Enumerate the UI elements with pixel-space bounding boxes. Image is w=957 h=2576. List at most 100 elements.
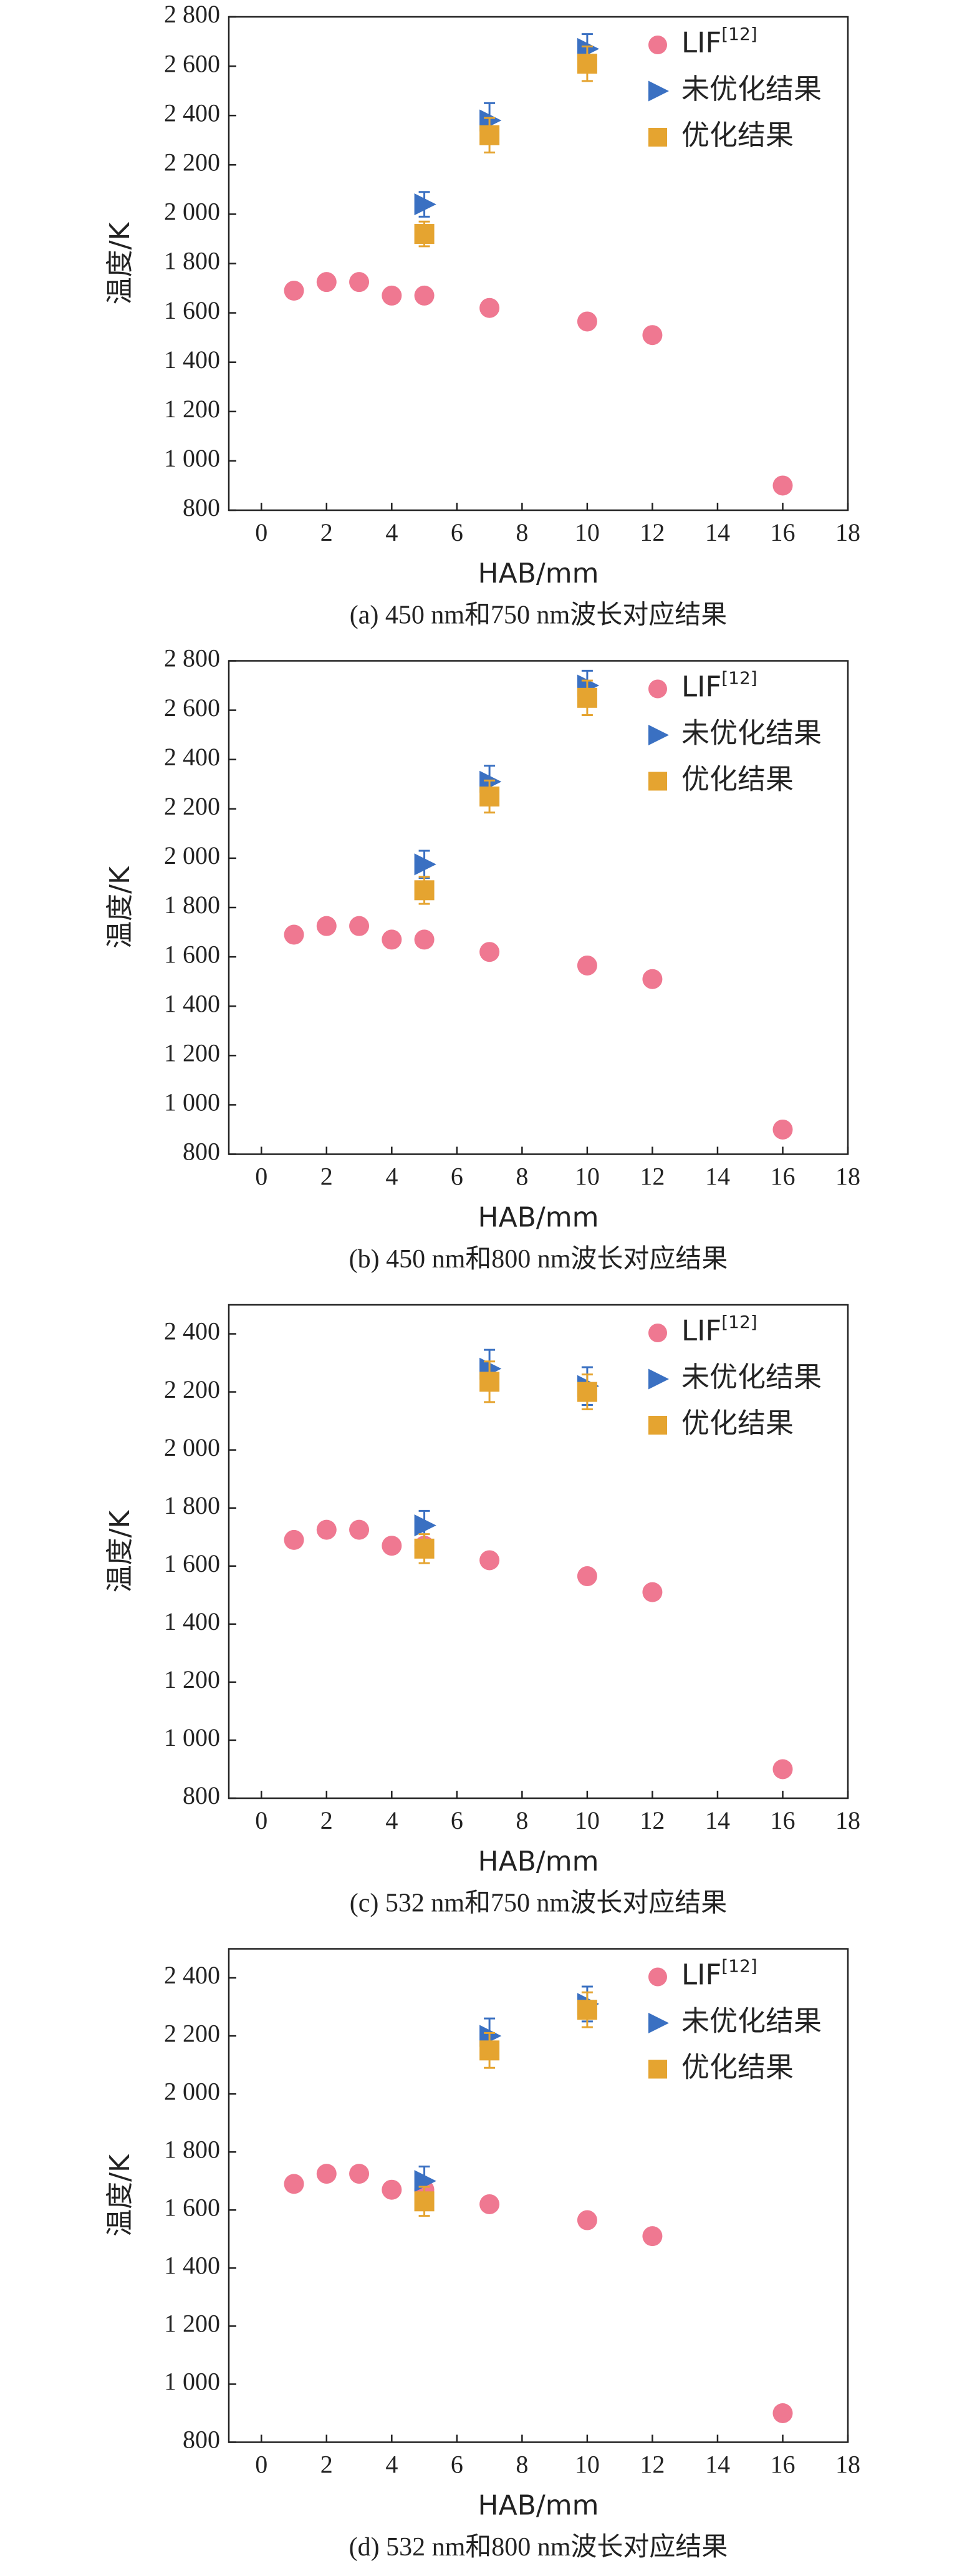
legend-label: 优化结果 <box>681 119 794 152</box>
legend-label: 未优化结果 <box>681 717 822 750</box>
point <box>772 475 793 496</box>
x-axis-title: HAB/mm <box>478 558 599 589</box>
y-tick-label: 2 800 <box>164 644 220 672</box>
x-tick-label: 14 <box>705 518 730 546</box>
legend-label: LIF[12] <box>681 668 757 704</box>
y-tick-label: 1 400 <box>164 989 220 1017</box>
x-tick-label: 12 <box>640 1163 665 1191</box>
point <box>772 2403 793 2423</box>
x-tick-label: 0 <box>255 1163 267 1191</box>
caption: (c) 532 nm和750 nm波长对应结果 <box>350 1889 727 1918</box>
point <box>414 2191 435 2212</box>
x-tick-label: 2 <box>320 1806 333 1834</box>
point <box>577 2210 597 2230</box>
y-tick-label: 1 400 <box>164 346 220 374</box>
legend-marker <box>648 772 667 791</box>
point <box>479 298 500 318</box>
point <box>479 1372 500 1392</box>
y-tick-label: 2 000 <box>164 1433 220 1461</box>
point <box>284 1529 304 1550</box>
x-tick-label: 6 <box>451 1163 463 1191</box>
x-axis-title: HAB/mm <box>478 2490 599 2522</box>
legend-superscript: [12] <box>721 1312 757 1332</box>
y-tick-label: 1 200 <box>164 1039 220 1067</box>
x-tick-label: 4 <box>385 1163 398 1191</box>
y-tick-label: 800 <box>183 1781 220 1809</box>
point <box>414 1514 436 1537</box>
x-tick-label: 14 <box>705 1163 730 1191</box>
point <box>479 942 500 962</box>
y-axis-title: 温度/K <box>104 1510 136 1593</box>
legend-marker <box>648 2060 667 2079</box>
y-tick-label: 1 400 <box>164 2251 220 2279</box>
point <box>772 1759 793 1779</box>
legend-name: LIF <box>681 26 721 59</box>
x-tick-label: 6 <box>451 2451 463 2479</box>
legend-marker <box>648 1416 667 1435</box>
y-tick-label: 1 800 <box>164 247 220 275</box>
y-tick-label: 2 400 <box>164 743 220 771</box>
point <box>479 1550 500 1571</box>
x-tick-label: 0 <box>255 518 267 546</box>
legend-label: LIF[12] <box>681 1956 757 1992</box>
legend-name: 未优化结果 <box>681 2005 822 2038</box>
point <box>382 285 402 306</box>
point <box>577 311 597 332</box>
point <box>577 1382 597 1402</box>
legend-name: LIF <box>681 1314 721 1347</box>
y-tick-label: 1 000 <box>164 444 220 472</box>
legend-marker <box>648 1368 669 1390</box>
point <box>414 880 435 901</box>
legend-marker <box>648 128 667 147</box>
point <box>577 2000 597 2020</box>
legend-superscript: [12] <box>721 24 757 44</box>
y-tick-label: 2 200 <box>164 148 220 176</box>
legend-name: 优化结果 <box>681 2051 794 2084</box>
y-tick-label: 2 000 <box>164 198 220 226</box>
point <box>349 2164 370 2184</box>
y-tick-label: 1 000 <box>164 1723 220 1751</box>
x-tick-label: 10 <box>575 1806 600 1834</box>
point <box>349 916 370 936</box>
point <box>642 325 663 346</box>
x-tick-label: 10 <box>575 1163 600 1191</box>
x-tick-label: 12 <box>640 1806 665 1834</box>
point <box>642 1582 663 1602</box>
point <box>382 1536 402 1556</box>
point <box>316 272 337 293</box>
legend-superscript: [12] <box>721 668 757 689</box>
point <box>642 969 663 989</box>
x-tick-label: 2 <box>320 2451 333 2479</box>
y-tick-label: 2 400 <box>164 99 220 127</box>
point <box>642 2226 663 2247</box>
point <box>414 1538 435 1559</box>
x-tick-label: 16 <box>770 1163 795 1191</box>
legend-marker <box>648 80 669 102</box>
point <box>284 924 304 945</box>
legend-label: LIF[12] <box>681 1312 757 1347</box>
plot-frame <box>228 1948 849 2443</box>
legend-label: 优化结果 <box>681 1407 794 1440</box>
x-tick-label: 12 <box>640 518 665 546</box>
x-axis-title: HAB/mm <box>478 1846 599 1877</box>
y-tick-label: 1 600 <box>164 940 220 968</box>
y-tick-label: 1 000 <box>164 1088 220 1116</box>
legend-marker <box>648 679 667 699</box>
legend-marker <box>648 2013 669 2033</box>
point <box>414 853 436 876</box>
y-tick-label: 2 000 <box>164 841 220 869</box>
y-tick-label: 2 600 <box>164 49 220 77</box>
y-tick-label: 1 800 <box>164 2135 220 2163</box>
legend-name: 优化结果 <box>681 119 794 152</box>
x-tick-label: 2 <box>320 1163 333 1191</box>
y-tick-label: 1 200 <box>164 395 220 423</box>
y-tick-label: 2 200 <box>164 2019 220 2047</box>
legend-name: 优化结果 <box>681 763 794 796</box>
point <box>349 1519 370 1540</box>
x-tick-label: 12 <box>640 2451 665 2479</box>
x-tick-label: 18 <box>835 1163 860 1191</box>
caption: (b) 450 nm和800 nm波长对应结果 <box>349 1244 728 1274</box>
y-tick-label: 1 800 <box>164 891 220 919</box>
point <box>316 1519 337 1540</box>
y-axis-title: 温度/K <box>104 2154 136 2237</box>
